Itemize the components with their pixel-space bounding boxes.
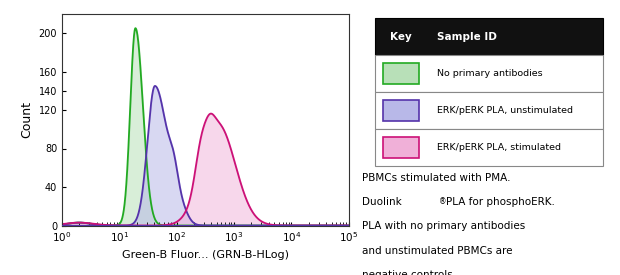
Bar	[383, 138, 419, 158]
Text: Sample ID: Sample ID	[437, 32, 497, 42]
Text: PLA with no primary antibodies: PLA with no primary antibodies	[362, 221, 525, 231]
Bar	[383, 100, 419, 121]
Bar	[375, 55, 603, 92]
X-axis label: Green-B Fluor... (GRN-B-HLog): Green-B Fluor... (GRN-B-HLog)	[122, 250, 289, 260]
Bar	[383, 63, 419, 84]
Text: PBMCs stimulated with PMA.: PBMCs stimulated with PMA.	[362, 173, 511, 183]
Text: Duolink: Duolink	[362, 197, 402, 207]
Y-axis label: Count: Count	[20, 101, 33, 138]
Text: Key: Key	[390, 32, 412, 42]
Bar	[375, 129, 603, 166]
Text: PLA for phosphoERK.: PLA for phosphoERK.	[446, 197, 556, 207]
Bar	[375, 18, 603, 55]
Text: ®: ®	[438, 197, 446, 206]
Bar	[375, 92, 603, 129]
Text: ERK/pERK PLA, stimulated: ERK/pERK PLA, stimulated	[437, 143, 561, 152]
Text: negative controls.: negative controls.	[362, 270, 456, 275]
Text: and unstimulated PBMCs are: and unstimulated PBMCs are	[362, 246, 513, 256]
Text: ERK/pERK PLA, unstimulated: ERK/pERK PLA, unstimulated	[437, 106, 574, 115]
Text: No primary antibodies: No primary antibodies	[437, 69, 543, 78]
